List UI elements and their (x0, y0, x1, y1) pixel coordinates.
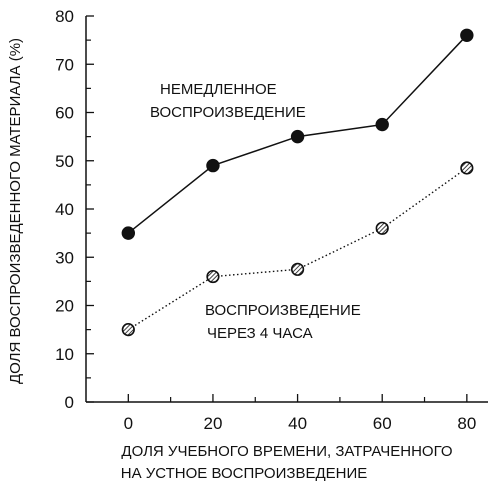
y-tick-label: 70 (55, 55, 74, 74)
series-label-delayed-line2: ЧЕРЕЗ 4 ЧАСА (207, 325, 313, 342)
data-point-s1-3 (375, 221, 389, 235)
data-point-s0-2 (290, 129, 305, 144)
x-tick-label: 80 (457, 414, 476, 433)
y-axis-title: ДОЛЯ ВОСПРОИЗВЕДЕННОГО МАТЕРИАЛА (%) (7, 38, 24, 384)
data-point-s0-0 (121, 226, 136, 240)
series-label-immediate-line2: ВОСПРОИЗВЕДЕНИЕ (150, 104, 306, 121)
data-point-s1-0 (121, 323, 135, 337)
x-axis-title-line2: НА УСТНОЕ ВОСПРОИЗВЕДЕНИЕ (121, 465, 367, 482)
series-lines (127, 34, 468, 331)
x-axis-title-line1: ДОЛЯ УЧЕБНОГО ВРЕМЕНИ, ЗАТРАЧЕННОГО (121, 443, 452, 460)
axes: 0 10 20 30 40 50 60 70 80 0 20 40 60 80 (55, 7, 488, 433)
data-point-s1-2 (290, 262, 305, 276)
data-point-s1-1 (206, 269, 220, 284)
series-points (121, 28, 474, 337)
series-label-immediate-line1: НЕМЕДЛЕННОЕ (160, 81, 277, 98)
y-tick-label: 10 (55, 345, 74, 364)
y-tick-label: 0 (65, 393, 74, 412)
y-tick-label: 50 (55, 152, 74, 171)
x-tick-label: 0 (124, 414, 133, 433)
x-tick-label: 60 (373, 414, 392, 433)
data-point-s0-4 (460, 28, 474, 42)
y-tick-label: 80 (55, 7, 74, 26)
y-tick-label: 60 (55, 104, 74, 123)
y-tick-label: 20 (55, 297, 74, 316)
x-tick-label: 20 (203, 414, 222, 433)
x-tick-label: 40 (288, 414, 307, 433)
data-point-s0-3 (375, 117, 389, 132)
y-tick-label: 40 (55, 200, 74, 219)
y-tick-label: 30 (55, 248, 74, 267)
data-point-s0-1 (206, 158, 220, 173)
series-label-delayed-line1: ВОСПРОИЗВЕДЕНИЕ (205, 302, 361, 319)
data-point-s1-4 (460, 161, 474, 175)
